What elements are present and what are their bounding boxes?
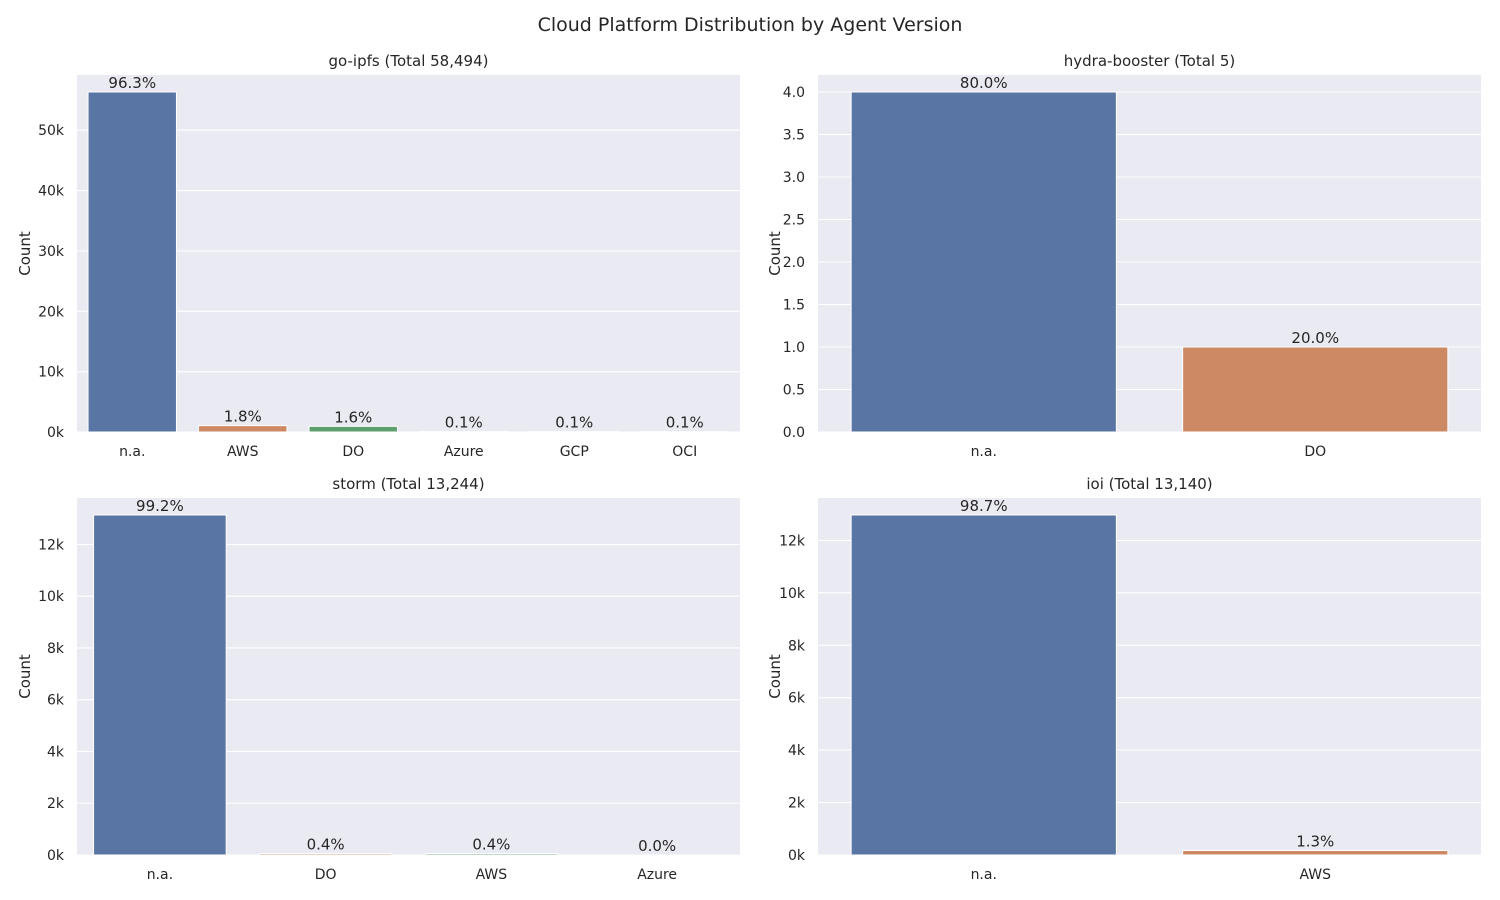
y-axis-label: Count bbox=[16, 231, 34, 276]
y-tick-label: 40k bbox=[38, 184, 65, 200]
bar-na bbox=[93, 514, 227, 856]
panel-title: go-ipfs (Total 58,494) bbox=[329, 52, 489, 70]
y-tick-label: 8k bbox=[47, 641, 65, 657]
plot-area bbox=[77, 75, 740, 432]
y-tick-label: 8k bbox=[788, 638, 806, 654]
y-tick-label: 6k bbox=[47, 693, 65, 709]
data-label: 1.8% bbox=[224, 408, 262, 426]
x-tick-label: AWS bbox=[227, 444, 259, 460]
x-tick-label: n.a. bbox=[119, 444, 145, 460]
data-label: 1.6% bbox=[334, 408, 372, 426]
bar-aws bbox=[1182, 850, 1449, 856]
bar-do bbox=[1182, 346, 1449, 433]
y-tick-label: 1.0 bbox=[783, 340, 805, 356]
y-axis-label: Count bbox=[766, 654, 784, 699]
bar-do bbox=[308, 425, 398, 433]
x-tick-label: n.a. bbox=[971, 444, 997, 460]
y-tick-label: 3.0 bbox=[783, 170, 805, 186]
y-tick-label: 10k bbox=[38, 589, 65, 605]
y-tick-label: 0.0 bbox=[783, 425, 805, 441]
figure-title: Cloud Platform Distribution by Agent Ver… bbox=[537, 14, 963, 36]
y-tick-label: 10k bbox=[38, 365, 65, 381]
chart-ioi: ioi (Total 13,140) 0k 2k 4k 6k 8k 10k 12k 98.7% n… bbox=[766, 475, 1481, 883]
bar-na bbox=[850, 91, 1117, 433]
x-tick-label: DO bbox=[315, 867, 337, 883]
y-tick-label: 0k bbox=[47, 425, 65, 441]
data-label: 0.4% bbox=[307, 836, 345, 854]
x-tick-label: n.a. bbox=[147, 867, 173, 883]
bar-aws bbox=[198, 425, 288, 433]
bar-do bbox=[258, 853, 393, 856]
x-tick-label: DO bbox=[1304, 444, 1326, 460]
bar-na bbox=[87, 91, 177, 433]
data-label: 0.1% bbox=[555, 414, 593, 432]
y-tick-label: 12k bbox=[779, 533, 806, 549]
y-axis-label: Count bbox=[16, 654, 34, 699]
y-tick-label: 2k bbox=[47, 796, 65, 812]
data-label: 99.2% bbox=[136, 497, 184, 515]
chart-go-ipfs: go-ipfs (Total 58,494) 0k 10k 20k 30k 40k 50k 9… bbox=[16, 52, 740, 460]
data-label: 20.0% bbox=[1291, 329, 1339, 347]
data-label: 96.3% bbox=[108, 74, 156, 92]
panel-title: ioi (Total 13,140) bbox=[1086, 475, 1212, 493]
y-tick-label: 1.5 bbox=[783, 298, 805, 314]
y-tick-label: 50k bbox=[38, 123, 65, 139]
bar-aws bbox=[424, 853, 559, 856]
data-label: 1.3% bbox=[1296, 833, 1334, 851]
x-tick-label: OCI bbox=[672, 444, 697, 460]
y-tick-label: 30k bbox=[38, 244, 65, 260]
bar-na bbox=[850, 514, 1117, 856]
chart-hydra-booster: hydra-booster (Total 5) 0.0 0.5 1.0 1.5 2.0 2.… bbox=[766, 52, 1481, 460]
panel-title: hydra-booster (Total 5) bbox=[1064, 52, 1235, 70]
y-tick-label: 3.5 bbox=[783, 128, 805, 144]
x-tick-label: GCP bbox=[560, 444, 589, 460]
x-tick-label: DO bbox=[342, 444, 364, 460]
y-tick-label: 2.0 bbox=[783, 255, 805, 271]
data-label: 0.4% bbox=[472, 836, 510, 854]
y-tick-label: 12k bbox=[38, 537, 65, 553]
y-tick-label: 2k bbox=[788, 796, 806, 812]
x-tick-label: Azure bbox=[444, 444, 484, 460]
y-tick-label: 0k bbox=[47, 848, 65, 864]
data-label: 80.0% bbox=[960, 74, 1008, 92]
data-label: 0.1% bbox=[666, 414, 704, 432]
data-label: 0.1% bbox=[445, 414, 483, 432]
y-tick-label: 4k bbox=[788, 743, 806, 759]
data-label: 0.0% bbox=[638, 837, 676, 855]
chart-storm: storm (Total 13,244) 0k 2k 4k 6k 8k 10k 12k 99.2… bbox=[16, 475, 740, 883]
x-tick-label: AWS bbox=[1299, 867, 1331, 883]
data-label: 98.7% bbox=[960, 497, 1008, 515]
y-tick-label: 4k bbox=[47, 744, 65, 760]
y-tick-label: 0k bbox=[788, 848, 806, 864]
y-tick-label: 4.0 bbox=[783, 85, 805, 101]
x-tick-label: n.a. bbox=[971, 867, 997, 883]
panel-title: storm (Total 13,244) bbox=[332, 475, 484, 493]
y-tick-label: 6k bbox=[788, 691, 806, 707]
y-tick-label: 0.5 bbox=[783, 383, 805, 399]
y-tick-label: 20k bbox=[38, 304, 65, 320]
x-tick-label: Azure bbox=[637, 867, 677, 883]
y-tick-label: 10k bbox=[779, 586, 806, 602]
y-axis-label: Count bbox=[766, 231, 784, 276]
x-tick-label: AWS bbox=[476, 867, 508, 883]
y-tick-label: 2.5 bbox=[783, 213, 805, 229]
